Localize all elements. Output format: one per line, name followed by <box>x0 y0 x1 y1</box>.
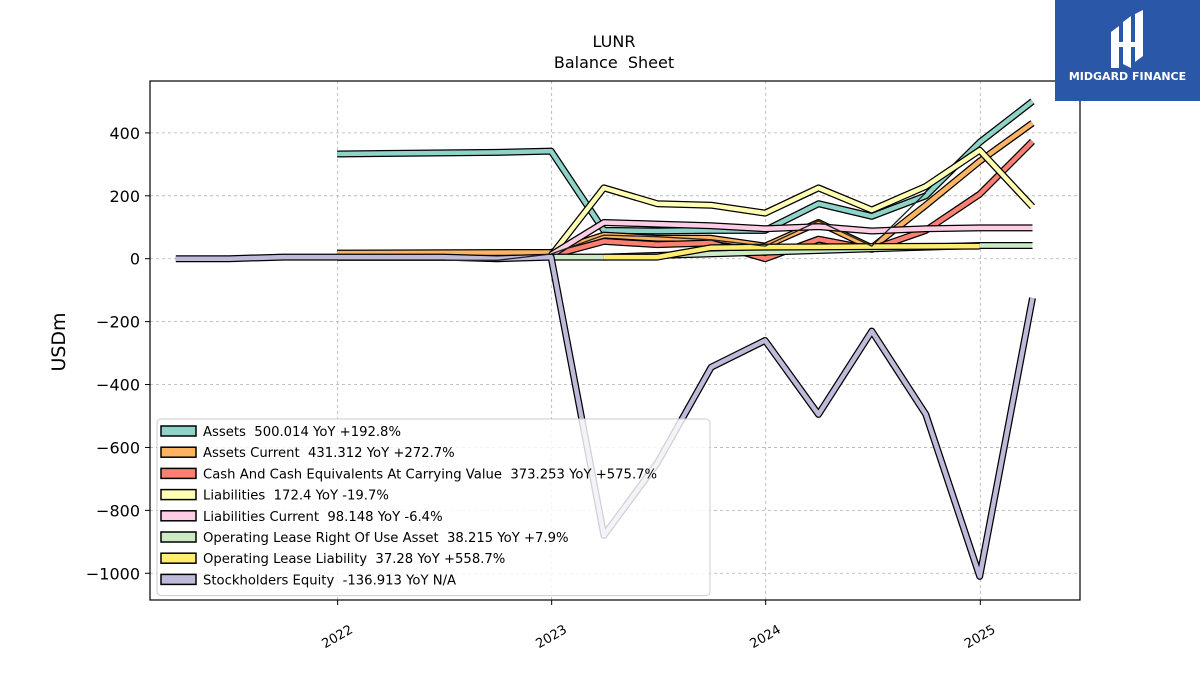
chart-title: LUNR <box>593 32 636 51</box>
legend-swatch <box>160 531 197 543</box>
x-tick-label: 2025 <box>962 622 998 652</box>
y-tick-label: 200 <box>109 187 140 206</box>
legend-entry: Liabilities 172.4 YoY -19.7% <box>203 489 389 504</box>
legend-entry: Operating Lease Liability 37.28 YoY +558… <box>203 552 505 567</box>
series-line-outline <box>337 98 1035 235</box>
legend-swatch <box>160 467 197 480</box>
legend-entry: Assets 500.014 YoY +192.8% <box>203 425 401 440</box>
data-series <box>175 98 1036 580</box>
series-line <box>551 243 1033 260</box>
legend-entry: Liabilities Current 98.148 YoY -6.4% <box>203 510 443 525</box>
x-tick-label: 2024 <box>748 622 784 652</box>
y-tick-label: −600 <box>96 438 140 457</box>
brand-mark-icon <box>1111 10 1143 68</box>
series-line <box>337 99 1034 234</box>
series-operating-lease-liability <box>603 242 980 261</box>
plot-frame <box>149 80 1081 601</box>
legend-swatch <box>160 573 197 586</box>
axes: 400 200 0 −200 −400 −600 −800 −1000 2022 2023 2024… <box>86 80 1081 652</box>
legend: Assets 500.014 YoY +192.8% Assets Current… <box>156 418 711 597</box>
y-tick-label: −800 <box>96 501 140 520</box>
chart-subtitle: Balance Sheet <box>554 53 674 72</box>
y-axis-label: USDm <box>48 312 70 371</box>
legend-entry: Stockholders Equity -136.913 YoY N/A <box>203 573 456 588</box>
y-tick-label: 400 <box>109 124 140 143</box>
legend-swatch <box>160 552 197 564</box>
y-tick-label: −200 <box>96 313 140 332</box>
y-tick-label: 0 <box>130 250 140 269</box>
series-line <box>549 147 1035 257</box>
legend-swatch <box>160 510 197 522</box>
legend-swatch <box>160 446 197 458</box>
legend-box <box>156 418 711 597</box>
series-liabilities-current <box>549 219 1033 258</box>
brand-name: MIDGARD FINANCE <box>1068 70 1187 83</box>
legend-swatch <box>160 425 197 437</box>
series-line <box>603 243 980 260</box>
y-tick-label: −400 <box>96 376 140 395</box>
legend-entry: Operating Lease Right Of Use Asset 38.21… <box>203 531 569 546</box>
legend-entry: Cash And Cash Equivalents At Carrying Va… <box>203 467 657 482</box>
legend-swatch <box>160 488 197 501</box>
series-assets <box>337 98 1035 235</box>
brand-logo: MIDGARD FINANCE <box>1055 0 1200 101</box>
series-operating-lease-right-of-use-asset <box>551 242 1033 261</box>
series-line <box>337 192 927 261</box>
series-unlabeled-8 <box>337 192 927 261</box>
y-tick-label: −1000 <box>86 564 140 583</box>
legend-entry: Assets Current 431.312 YoY +272.7% <box>203 446 455 461</box>
x-tick-label: 2023 <box>534 622 570 652</box>
x-tick-label: 2022 <box>319 622 355 652</box>
series-liabilities <box>548 146 1036 258</box>
series-line <box>549 220 1033 257</box>
